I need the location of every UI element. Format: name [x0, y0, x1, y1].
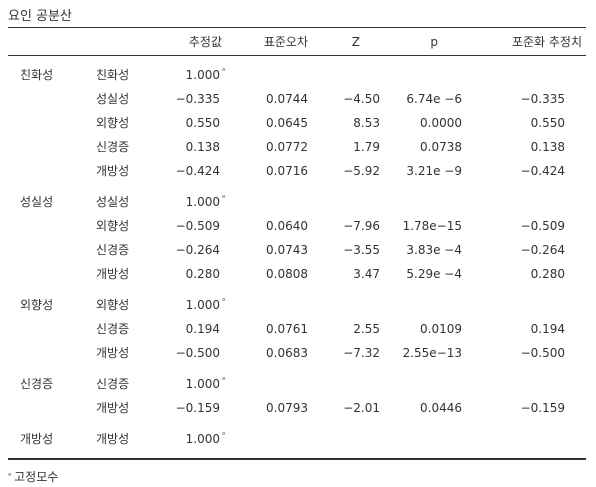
- row-standardized-estimate: −0.159: [520, 401, 565, 415]
- row-estimate: 1.000: [185, 195, 220, 209]
- row-z-value: 3.47: [353, 267, 380, 281]
- row-estimate: 1.000: [185, 432, 220, 446]
- row-p-value: 6.74e −6: [406, 92, 462, 106]
- row-z-value: 8.53: [353, 116, 380, 130]
- header-z: Z: [351, 35, 360, 49]
- table-top-rule: [8, 27, 586, 28]
- row-z-value: −7.96: [343, 219, 380, 233]
- row-standard-error: 0.0640: [266, 219, 308, 233]
- fixed-parameter-mark: ᵃ: [222, 430, 226, 439]
- row-estimate: 1.000: [185, 377, 220, 391]
- row-p-value: 0.0109: [420, 322, 462, 336]
- header-estimate: 추정값: [188, 35, 222, 49]
- row-estimate: −0.159: [175, 401, 220, 415]
- row-standard-error: 0.0772: [266, 140, 308, 154]
- row-factor2: 외향성: [96, 298, 130, 312]
- row-p-value: 5.29e −4: [406, 267, 462, 281]
- row-factor2: 신경증: [96, 243, 130, 257]
- row-z-value: −3.55: [343, 243, 380, 257]
- row-standardized-estimate: −0.424: [520, 164, 565, 178]
- fixed-parameter-mark: ᵃ: [222, 375, 226, 384]
- row-standardized-estimate: 0.550: [530, 116, 565, 130]
- row-standard-error: 0.0793: [266, 401, 308, 415]
- row-factor2: 신경증: [96, 140, 130, 154]
- row-z-value: −4.50: [343, 92, 380, 106]
- row-p-value: 0.0000: [420, 116, 462, 130]
- row-estimate: −0.264: [175, 243, 220, 257]
- row-standard-error: 0.0808: [266, 267, 308, 281]
- row-factor2: 외향성: [96, 116, 130, 130]
- fixed-parameter-mark: ᵃ: [222, 66, 226, 75]
- row-standardized-estimate: 0.280: [530, 267, 565, 281]
- row-standard-error: 0.0716: [266, 164, 308, 178]
- row-factor2: 친화성: [96, 68, 130, 82]
- row-standardized-estimate: 0.138: [530, 140, 565, 154]
- row-p-value: 3.21e −9: [406, 164, 462, 178]
- row-standard-error: 0.0645: [266, 116, 308, 130]
- fixed-parameter-mark: ᵃ: [222, 296, 226, 305]
- header-standard-error: 표준오차: [263, 35, 308, 49]
- row-standardized-estimate: 0.194: [530, 322, 565, 336]
- row-estimate: 1.000: [185, 298, 220, 312]
- fixed-parameter-mark: ᵃ: [222, 193, 226, 202]
- row-standard-error: 0.0761: [266, 322, 308, 336]
- row-factor1: 신경증: [20, 377, 54, 391]
- row-factor2: 성실성: [96, 195, 130, 209]
- row-z-value: 1.79: [353, 140, 380, 154]
- row-factor1: 개방성: [20, 432, 54, 446]
- row-z-value: −7.32: [343, 346, 380, 360]
- row-standardized-estimate: −0.509: [520, 219, 565, 233]
- row-estimate: 1.000: [185, 68, 220, 82]
- row-standard-error: 0.0743: [266, 243, 308, 257]
- row-estimate: −0.424: [175, 164, 220, 178]
- table-header-rule: [8, 55, 586, 56]
- row-z-value: 2.55: [353, 322, 380, 336]
- row-factor2: 개방성: [96, 401, 130, 415]
- row-standardized-estimate: −0.500: [520, 346, 565, 360]
- row-z-value: −2.01: [343, 401, 380, 415]
- footnote-mark: ᵃ: [8, 471, 12, 480]
- row-p-value: 3.83e −4: [406, 243, 462, 257]
- row-standard-error: 0.0683: [266, 346, 308, 360]
- row-p-value: 2.55e−13: [402, 346, 462, 360]
- row-factor1: 친화성: [20, 68, 54, 82]
- row-p-value: 1.78e−15: [402, 219, 462, 233]
- row-factor2: 개방성: [96, 164, 130, 178]
- table-title: 요인 공분산: [8, 9, 72, 24]
- row-factor2: 개방성: [96, 432, 130, 446]
- row-estimate: 0.138: [185, 140, 220, 154]
- row-factor2: 개방성: [96, 346, 130, 360]
- row-standard-error: 0.0744: [266, 92, 308, 106]
- row-estimate: 0.550: [185, 116, 220, 130]
- row-estimate: −0.509: [175, 219, 220, 233]
- row-standardized-estimate: −0.335: [520, 92, 565, 106]
- row-standardized-estimate: −0.264: [520, 243, 565, 257]
- row-z-value: −5.92: [343, 164, 380, 178]
- row-estimate: −0.335: [175, 92, 220, 106]
- row-factor1: 성실성: [20, 195, 54, 209]
- footnote-text: 고정모수: [14, 470, 59, 484]
- row-factor1: 외향성: [20, 298, 54, 312]
- header-p: p: [430, 35, 438, 49]
- row-estimate: 0.280: [185, 267, 220, 281]
- row-factor2: 개방성: [96, 267, 130, 281]
- header-standardized-estimate: 포준화 추정치: [511, 35, 582, 49]
- table-bottom-rule: [8, 458, 586, 460]
- row-estimate: 0.194: [185, 322, 220, 336]
- row-factor2: 신경증: [96, 377, 130, 391]
- row-factor2: 신경증: [96, 322, 130, 336]
- row-p-value: 0.0446: [420, 401, 462, 415]
- row-estimate: −0.500: [175, 346, 220, 360]
- row-factor2: 성실성: [96, 92, 130, 106]
- row-p-value: 0.0738: [420, 140, 462, 154]
- row-factor2: 외향성: [96, 219, 130, 233]
- footnote: ᵃ 고정모수: [8, 468, 58, 485]
